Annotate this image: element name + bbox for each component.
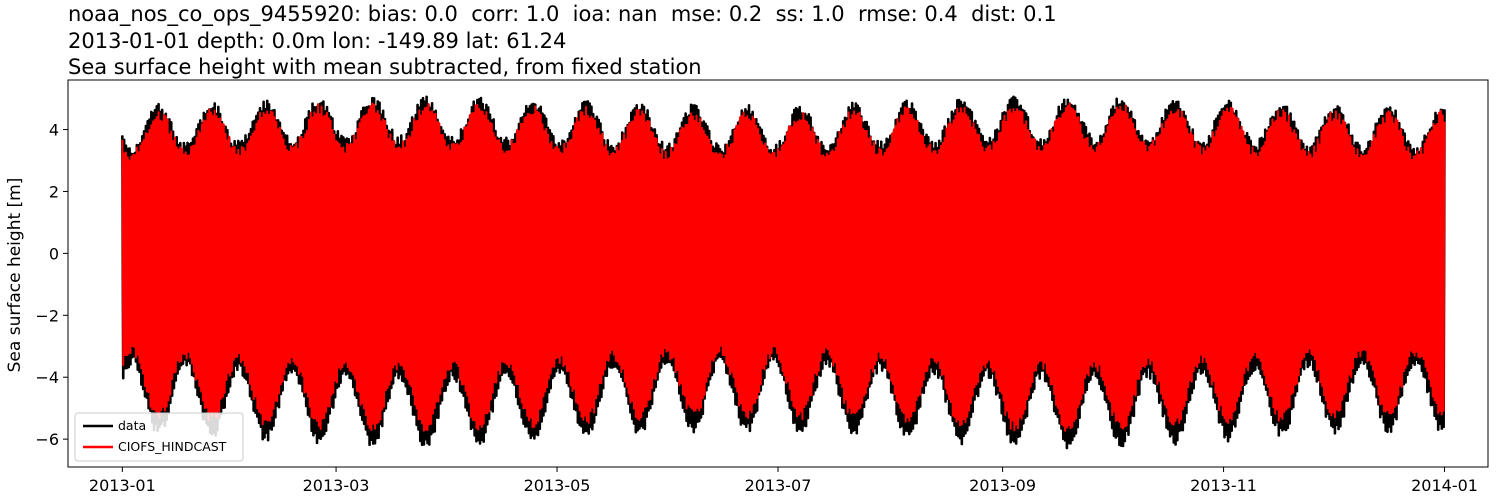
x-tick-label: 2013-03	[303, 476, 370, 495]
x-tick-label: 2013-11	[1190, 476, 1257, 495]
x-tick-label: 2013-07	[745, 476, 812, 495]
legend-label-ciofs: CIOFS_HINDCAST	[118, 439, 227, 454]
y-axis-label: Sea surface height [m]	[5, 178, 25, 373]
x-tick-label: 2014-01	[1411, 476, 1478, 495]
series-line-ciofs-hindcast	[121, 102, 1446, 432]
chart-title-line-2: 2013-01-01 depth: 0.0m lon: -149.89 lat:…	[68, 29, 567, 53]
x-tick-label: 2013-01	[89, 476, 156, 495]
x-tick-label: 2013-05	[524, 476, 591, 495]
y-tick-label: −2	[35, 306, 59, 325]
y-tick-label: −6	[35, 430, 59, 449]
legend-label-data: data	[118, 418, 146, 433]
chart-title-line-3: Sea surface height with mean subtracted,…	[68, 55, 702, 79]
y-tick-label: 4	[49, 121, 59, 140]
x-axis: 2013-01 2013-03 2013-05 2013-07 2013-09 2013-…	[89, 467, 1478, 495]
y-tick-label: 2	[49, 182, 59, 201]
y-tick-label: 0	[49, 244, 59, 263]
y-tick-label: −4	[35, 368, 59, 387]
x-tick-label: 2013-09	[969, 476, 1036, 495]
y-axis: 4 2 0 −2 −4 −6	[35, 121, 68, 449]
legend: data CIOFS_HINDCAST	[74, 412, 244, 462]
series-layer	[121, 95, 1446, 450]
chart-title-line-1: noaa_nos_co_ops_9455920: bias: 0.0 corr:…	[68, 2, 1057, 26]
legend-box	[74, 412, 244, 462]
